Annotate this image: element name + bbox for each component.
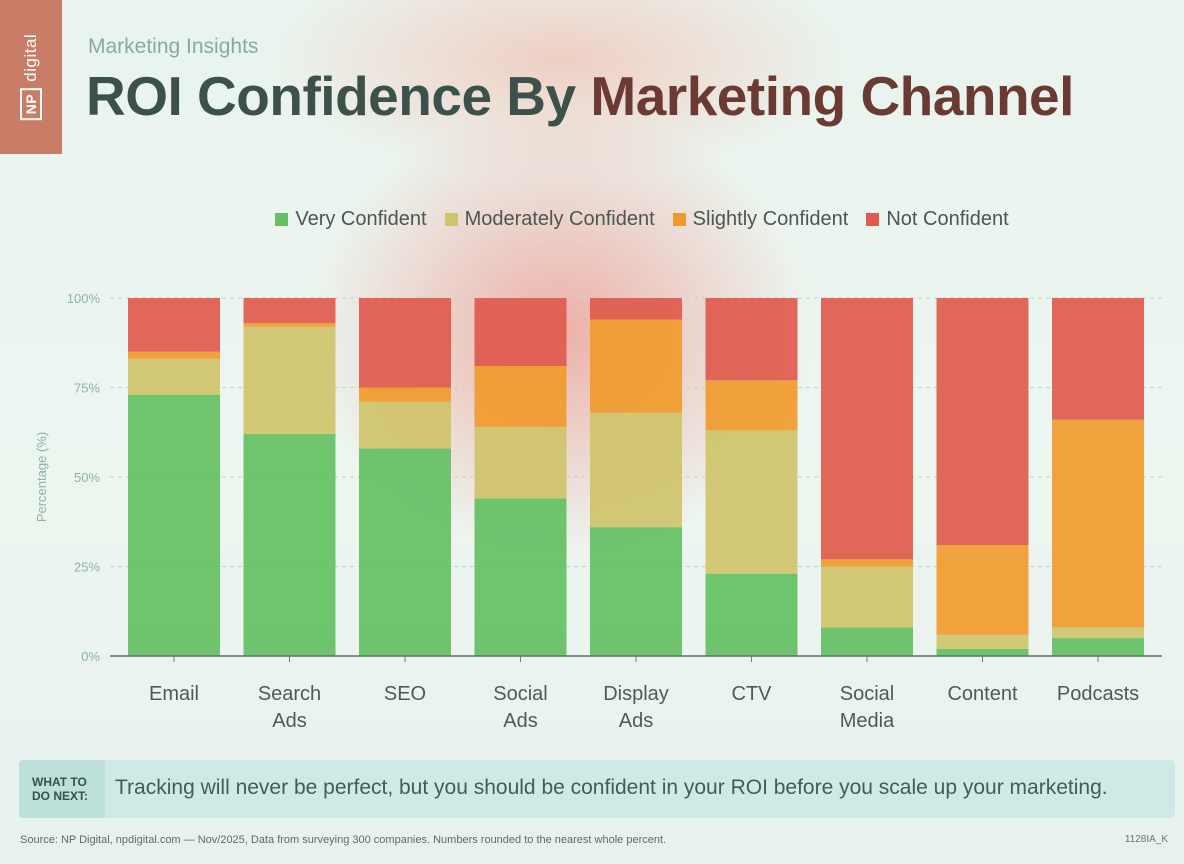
legend-item-not: Not Confident — [866, 208, 1009, 231]
y-axis-label: Percentage (%) — [34, 432, 49, 522]
bar-segment — [821, 566, 913, 628]
bar-segment — [359, 298, 451, 388]
bar-segment — [821, 627, 913, 656]
x-tick-label: Display — [603, 683, 669, 705]
x-tick-label: Media — [840, 710, 895, 732]
bar-segment — [359, 387, 451, 402]
bar-segment — [243, 434, 336, 656]
bar-segment — [474, 298, 567, 367]
legend-swatch-not — [866, 213, 880, 226]
bar-segment — [590, 412, 682, 528]
bar-segment — [243, 298, 336, 324]
bar-segment — [243, 326, 336, 435]
page-title: ROI Confidence By Marketing Channel — [86, 64, 1074, 128]
bar-segment — [590, 527, 682, 656]
stacked-bar-chart: 0% 25% 50% 75% 100% Percentage (%) Email Search… — [34, 291, 1162, 732]
legend-item-very: Very Confident — [275, 208, 427, 231]
chart-legend: Very Confident Moderately Confident Slig… — [0, 208, 1184, 231]
y-tick-label: 25% — [74, 560, 100, 575]
bar-segment — [705, 380, 798, 431]
bar-segment — [705, 573, 798, 656]
bar-segment — [590, 319, 682, 413]
bar-segment — [1052, 419, 1144, 628]
bar-segment — [936, 648, 1029, 656]
legend-item-moderately: Moderately Confident — [444, 208, 655, 231]
source-footer: Source: NP Digital, npdigital.com — Nov/… — [20, 834, 667, 846]
bar-segment — [474, 498, 567, 656]
legend-swatch-moderately — [444, 213, 458, 226]
bar-segment — [1052, 298, 1144, 420]
x-tick-label: Podcasts — [1057, 683, 1139, 705]
x-tick-label: Social — [840, 683, 894, 705]
footer-id: 1128IA_K — [1124, 834, 1168, 845]
bar-segment — [705, 430, 798, 574]
bar-segment — [590, 298, 682, 320]
bar-segment — [128, 351, 220, 359]
y-tick-label: 100% — [67, 291, 101, 306]
x-tick-label: Content — [947, 683, 1017, 705]
bar-segment — [359, 448, 451, 656]
legend-swatch-slightly — [672, 213, 686, 226]
bar-segment — [936, 545, 1029, 635]
x-tick-label: Search — [258, 683, 321, 705]
y-tick-label: 0% — [81, 649, 100, 664]
callout-tag: WHAT TO DO NEXT: — [19, 760, 105, 818]
bar-segment — [128, 358, 220, 395]
x-tick-label: Social — [493, 683, 547, 705]
bar-segment — [474, 366, 567, 427]
next-steps-callout: WHAT TO DO NEXT: Tracking will never be … — [19, 760, 1175, 818]
x-tick-label: Ads — [619, 710, 653, 732]
bar-segment — [474, 426, 567, 499]
bar-segment — [936, 634, 1029, 649]
legend-label-not: Not Confident — [886, 208, 1009, 230]
legend-swatch-very — [275, 213, 289, 226]
callout-text: Tracking will never be perfect, but you … — [115, 776, 1108, 799]
bar-segment — [1052, 627, 1144, 639]
x-tick-label: Ads — [272, 710, 306, 732]
bar-segment — [936, 298, 1029, 546]
bar-segment — [128, 298, 220, 352]
title-part-1: ROI Confidence By — [86, 65, 591, 127]
callout-tag-line-2: DO NEXT: — [32, 789, 89, 803]
legend-item-slightly: Slightly Confident — [672, 208, 849, 231]
legend-label-slightly: Slightly Confident — [692, 208, 849, 230]
bar-segment — [359, 401, 451, 449]
legend-label-moderately: Moderately Confident — [464, 208, 655, 230]
x-tick-label: Ads — [503, 710, 537, 732]
title-part-2: Marketing Channel — [590, 65, 1074, 127]
x-tick-label: Email — [149, 683, 199, 705]
legend-label-very: Very Confident — [295, 208, 427, 230]
bar-segment — [705, 298, 798, 381]
bar-segment — [821, 559, 913, 567]
y-tick-label: 75% — [74, 381, 100, 396]
bar-segment — [821, 298, 913, 560]
y-tick-label: 50% — [74, 470, 100, 485]
page-subtitle: Marketing Insights — [88, 35, 259, 58]
callout-tag-line-1: WHAT TO — [32, 775, 87, 789]
brand-logo: NP digital — [0, 0, 62, 154]
bar-segment — [243, 323, 336, 327]
bar-segment — [1052, 638, 1144, 656]
x-tick-label: CTV — [732, 683, 773, 705]
x-tick-label: SEO — [384, 683, 426, 705]
bar-segment — [128, 394, 220, 656]
